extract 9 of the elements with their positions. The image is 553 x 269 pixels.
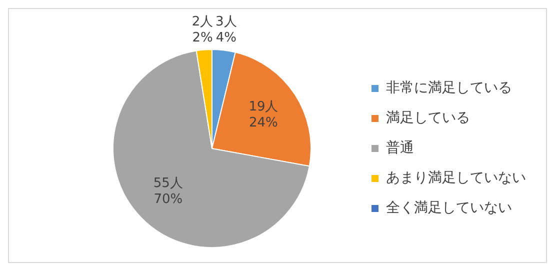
legend-label: 非常に満足している [386, 80, 512, 96]
legend-label: あまり満足していない [386, 170, 526, 186]
legend-label: 全く満足していない [386, 200, 512, 216]
data-label: 2人 2% [192, 14, 214, 46]
data-label: 3人 4% [216, 14, 237, 46]
data-label: 55人 70% [153, 176, 183, 207]
data-label: 19人 24% [248, 99, 278, 130]
legend-label: 満足している [386, 110, 470, 126]
legend-label: 普通 [386, 139, 414, 156]
